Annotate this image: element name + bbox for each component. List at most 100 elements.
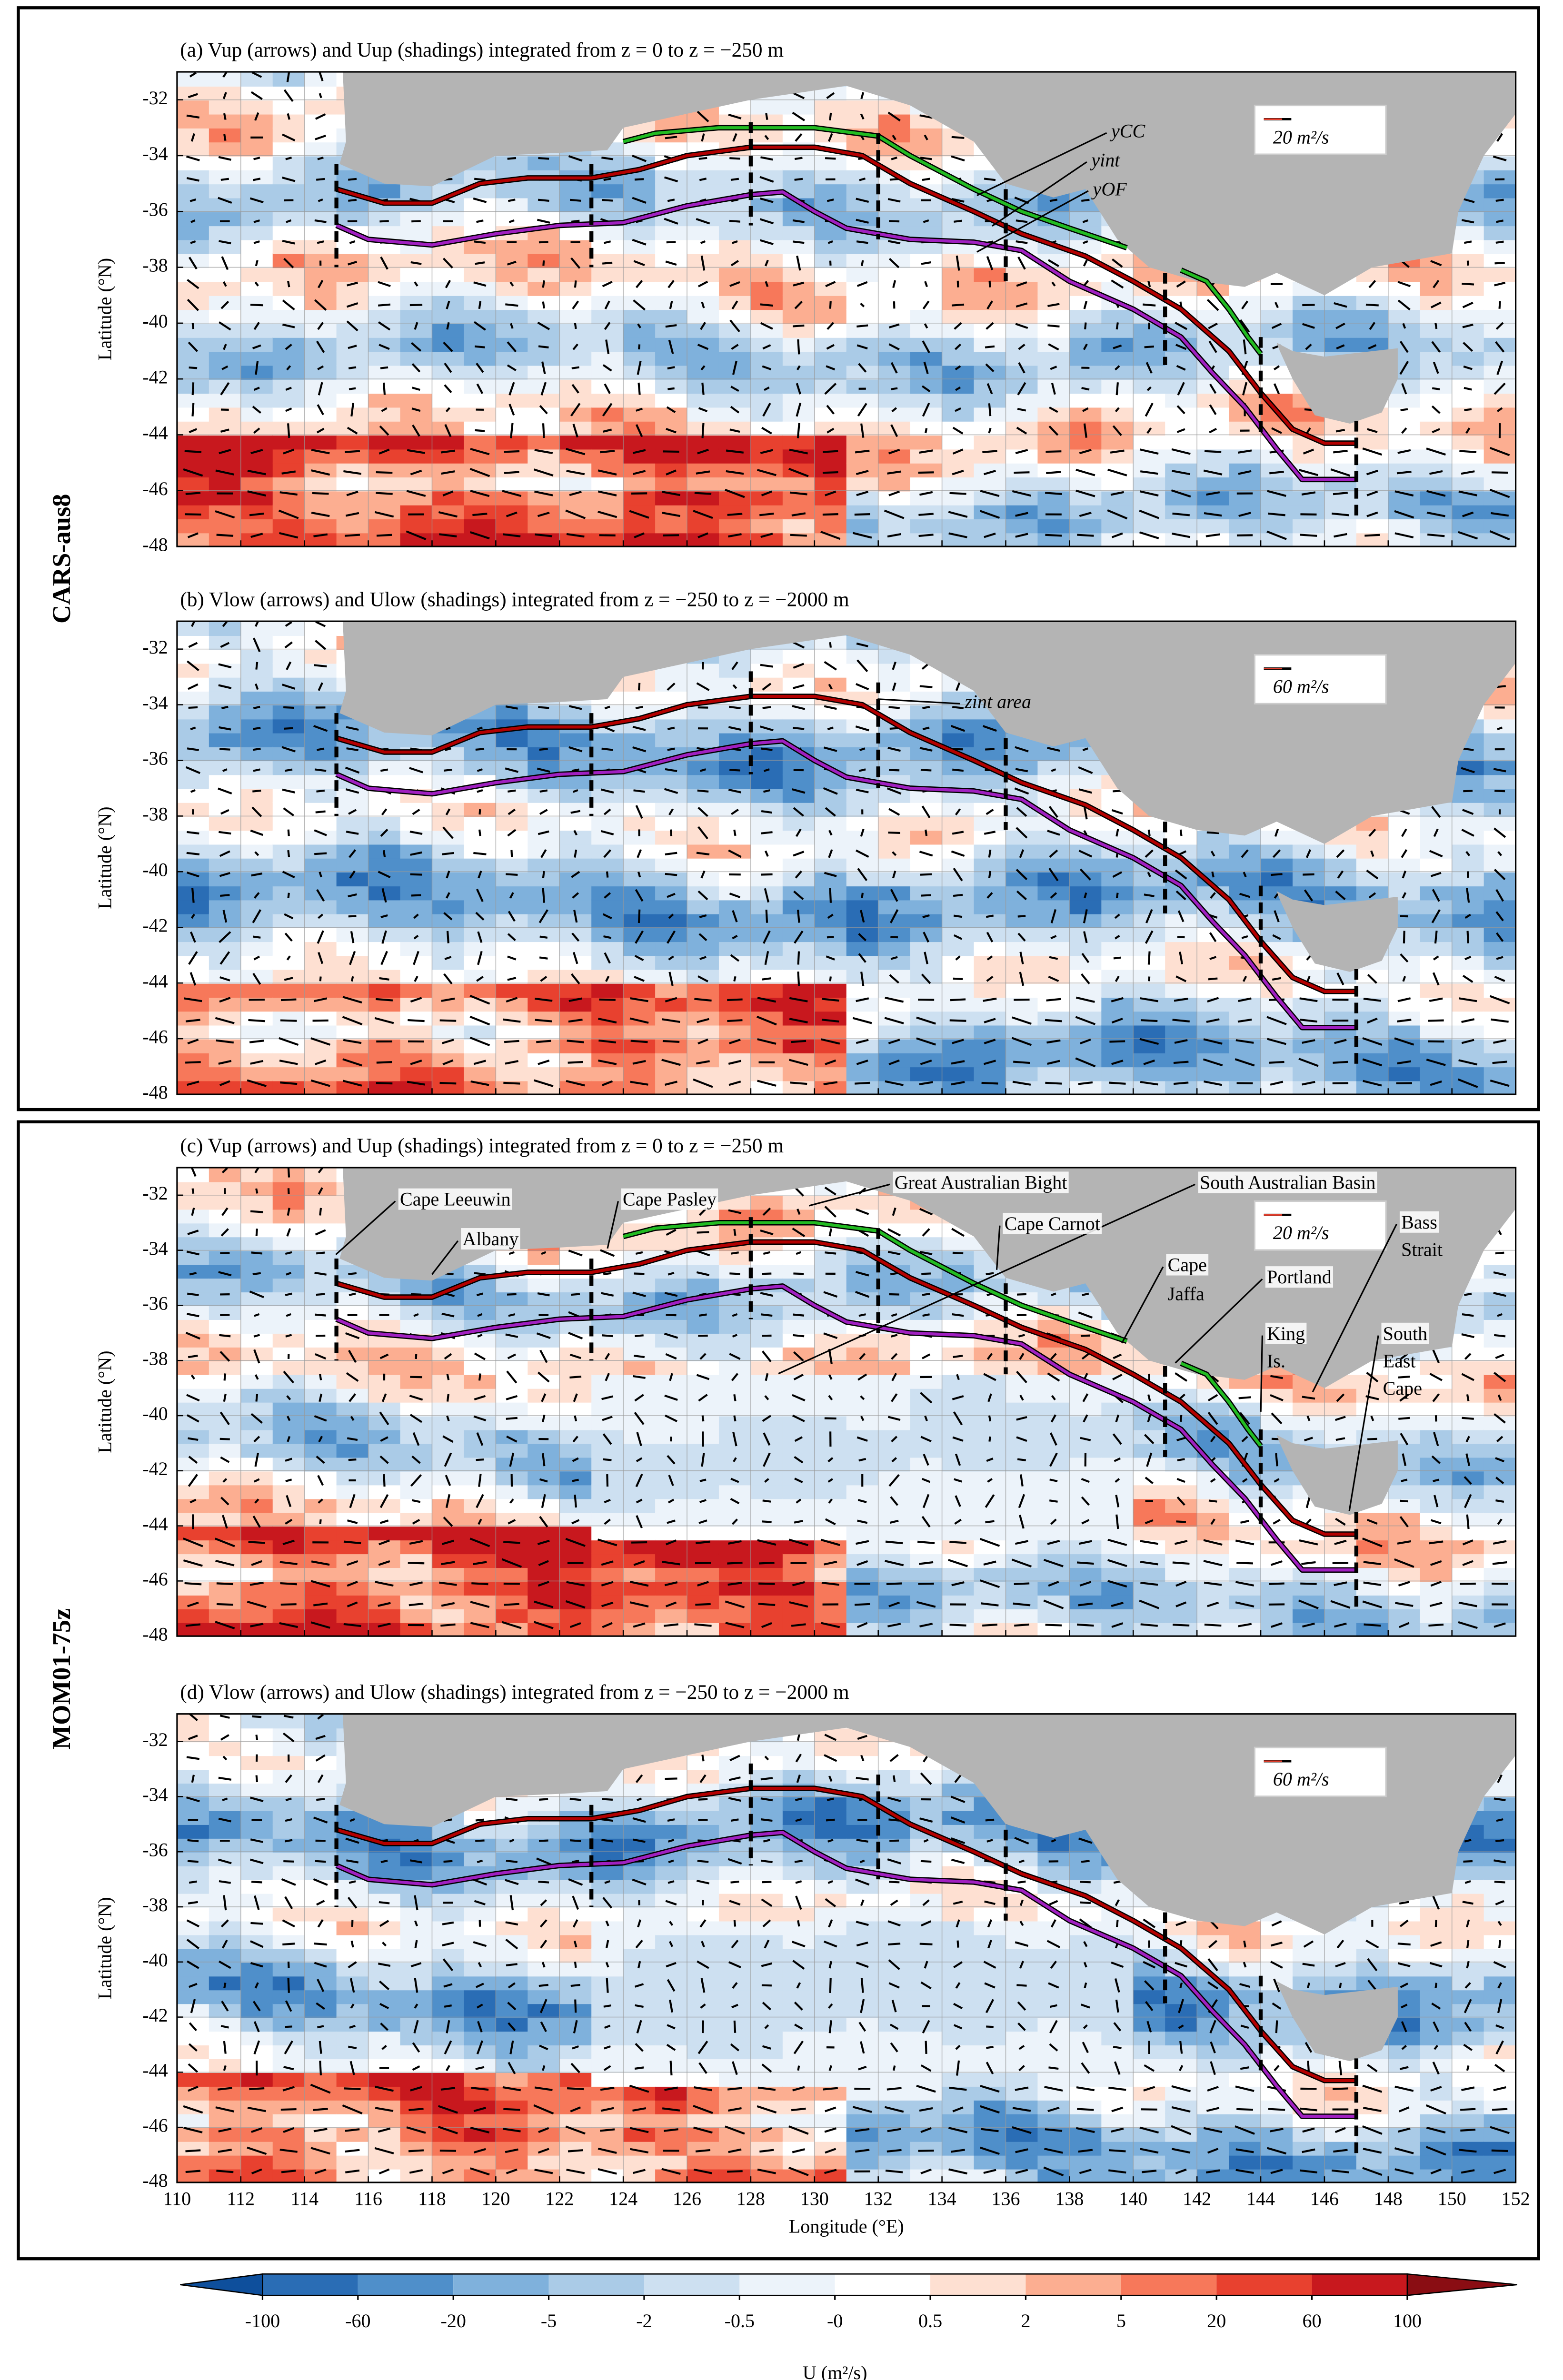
shading-cell bbox=[496, 927, 528, 942]
flow-arrow bbox=[572, 424, 578, 438]
flow-arrow bbox=[223, 344, 227, 350]
flow-arrow bbox=[414, 975, 418, 982]
flow-arrow bbox=[986, 809, 994, 815]
shading-cell bbox=[304, 635, 338, 650]
shading-cell bbox=[878, 969, 911, 984]
flow-arrow bbox=[762, 403, 771, 417]
flow-arrow bbox=[725, 488, 745, 498]
flow-arrow bbox=[892, 871, 896, 879]
flow-arrow bbox=[222, 621, 228, 627]
flow-arrow bbox=[948, 532, 967, 538]
flow-arrow bbox=[1337, 870, 1344, 879]
shading-cell bbox=[718, 253, 752, 268]
flow-arrow bbox=[542, 260, 545, 266]
flow-arrow bbox=[760, 725, 774, 732]
flow-arrow bbox=[1018, 344, 1025, 350]
flow-arrow bbox=[507, 341, 517, 353]
flow-arrow bbox=[477, 789, 483, 793]
shading-cell bbox=[304, 1066, 338, 1081]
flow-arrow bbox=[509, 892, 514, 899]
flow-arrow bbox=[1019, 849, 1025, 858]
shading-cell bbox=[1356, 1011, 1389, 1026]
shading-cell bbox=[591, 816, 624, 831]
flow-arrow bbox=[796, 383, 801, 395]
flow-arrow bbox=[1047, 747, 1060, 752]
shading-cell bbox=[496, 1608, 528, 1623]
flow-arrow bbox=[285, 157, 292, 160]
shading-cell bbox=[591, 941, 624, 956]
flow-arrow bbox=[793, 851, 805, 857]
flow-arrow bbox=[1274, 365, 1280, 370]
shading-cell bbox=[1005, 1011, 1039, 1026]
shading-cell bbox=[846, 505, 879, 520]
flow-arrow bbox=[186, 852, 200, 855]
shading-cell bbox=[400, 941, 433, 956]
flow-arrow bbox=[510, 423, 514, 438]
flow-arrow bbox=[314, 997, 328, 1002]
shading-cell bbox=[1420, 337, 1453, 352]
flow-arrow bbox=[856, 470, 869, 476]
shading-cell bbox=[1197, 476, 1230, 492]
shading-cell bbox=[1356, 505, 1389, 520]
flow-arrow bbox=[1305, 849, 1312, 858]
shading-cell bbox=[177, 518, 210, 534]
shading-cell bbox=[623, 885, 656, 901]
shading-cell bbox=[368, 1052, 401, 1068]
shading-cell bbox=[1483, 225, 1516, 240]
flow-arrow bbox=[472, 513, 488, 516]
flow-arrow bbox=[1111, 1018, 1123, 1024]
shading-cell bbox=[750, 295, 784, 310]
shading-cell bbox=[718, 421, 752, 436]
shading-cell bbox=[177, 1319, 210, 1334]
shading-cell bbox=[1324, 309, 1357, 324]
shading-cell bbox=[1005, 1066, 1039, 1081]
shading-cell bbox=[496, 253, 528, 268]
flow-arrow bbox=[189, 72, 197, 78]
shading-cell bbox=[1356, 1052, 1389, 1068]
shading-cell bbox=[1165, 941, 1198, 956]
shading-cell bbox=[814, 379, 847, 394]
flow-arrow bbox=[1302, 1081, 1315, 1086]
flow-arrow bbox=[1015, 533, 1028, 538]
flow-arrow bbox=[986, 976, 994, 982]
flow-arrow bbox=[477, 931, 483, 943]
shading-cell bbox=[272, 983, 306, 998]
shading-cell bbox=[272, 1402, 306, 1417]
shading-cell bbox=[846, 718, 879, 734]
flow-arrow bbox=[701, 301, 705, 308]
flow-arrow bbox=[636, 407, 643, 412]
flow-arrow bbox=[1489, 488, 1510, 498]
flow-arrow bbox=[796, 365, 801, 370]
flow-arrow bbox=[1426, 490, 1446, 497]
shading-cell bbox=[942, 463, 975, 478]
shading-cell bbox=[718, 927, 752, 942]
flow-arrow bbox=[190, 789, 196, 793]
shading-cell bbox=[1324, 505, 1357, 520]
flow-arrow bbox=[952, 831, 964, 835]
shading-cell bbox=[1483, 253, 1516, 268]
shading-cell bbox=[910, 983, 943, 998]
flow-arrow bbox=[1427, 533, 1445, 537]
flow-arrow bbox=[345, 450, 360, 453]
shading-cell bbox=[177, 1195, 210, 1210]
flow-arrow bbox=[190, 932, 196, 943]
flow-arrow bbox=[378, 281, 391, 288]
shading-cell bbox=[974, 816, 1007, 831]
flow-arrow bbox=[473, 197, 487, 203]
flow-arrow bbox=[984, 178, 996, 181]
shading-cell bbox=[687, 309, 720, 324]
shading-cell bbox=[1483, 760, 1516, 775]
flow-arrow bbox=[1209, 427, 1217, 434]
panel-title: (b) Vlow (arrows) and Ulow (shadings) in… bbox=[180, 588, 849, 611]
flow-arrow bbox=[314, 768, 327, 772]
shading-cell bbox=[974, 337, 1007, 352]
flow-arrow bbox=[888, 323, 900, 328]
flow-arrow bbox=[1394, 1037, 1414, 1046]
shading-cell bbox=[177, 1608, 210, 1623]
flow-arrow bbox=[187, 298, 199, 311]
shading-cell bbox=[368, 183, 401, 198]
shading-cell bbox=[432, 899, 465, 914]
shading-cell bbox=[240, 505, 274, 520]
flow-arrow bbox=[854, 513, 870, 516]
shading-cell bbox=[209, 1264, 242, 1279]
